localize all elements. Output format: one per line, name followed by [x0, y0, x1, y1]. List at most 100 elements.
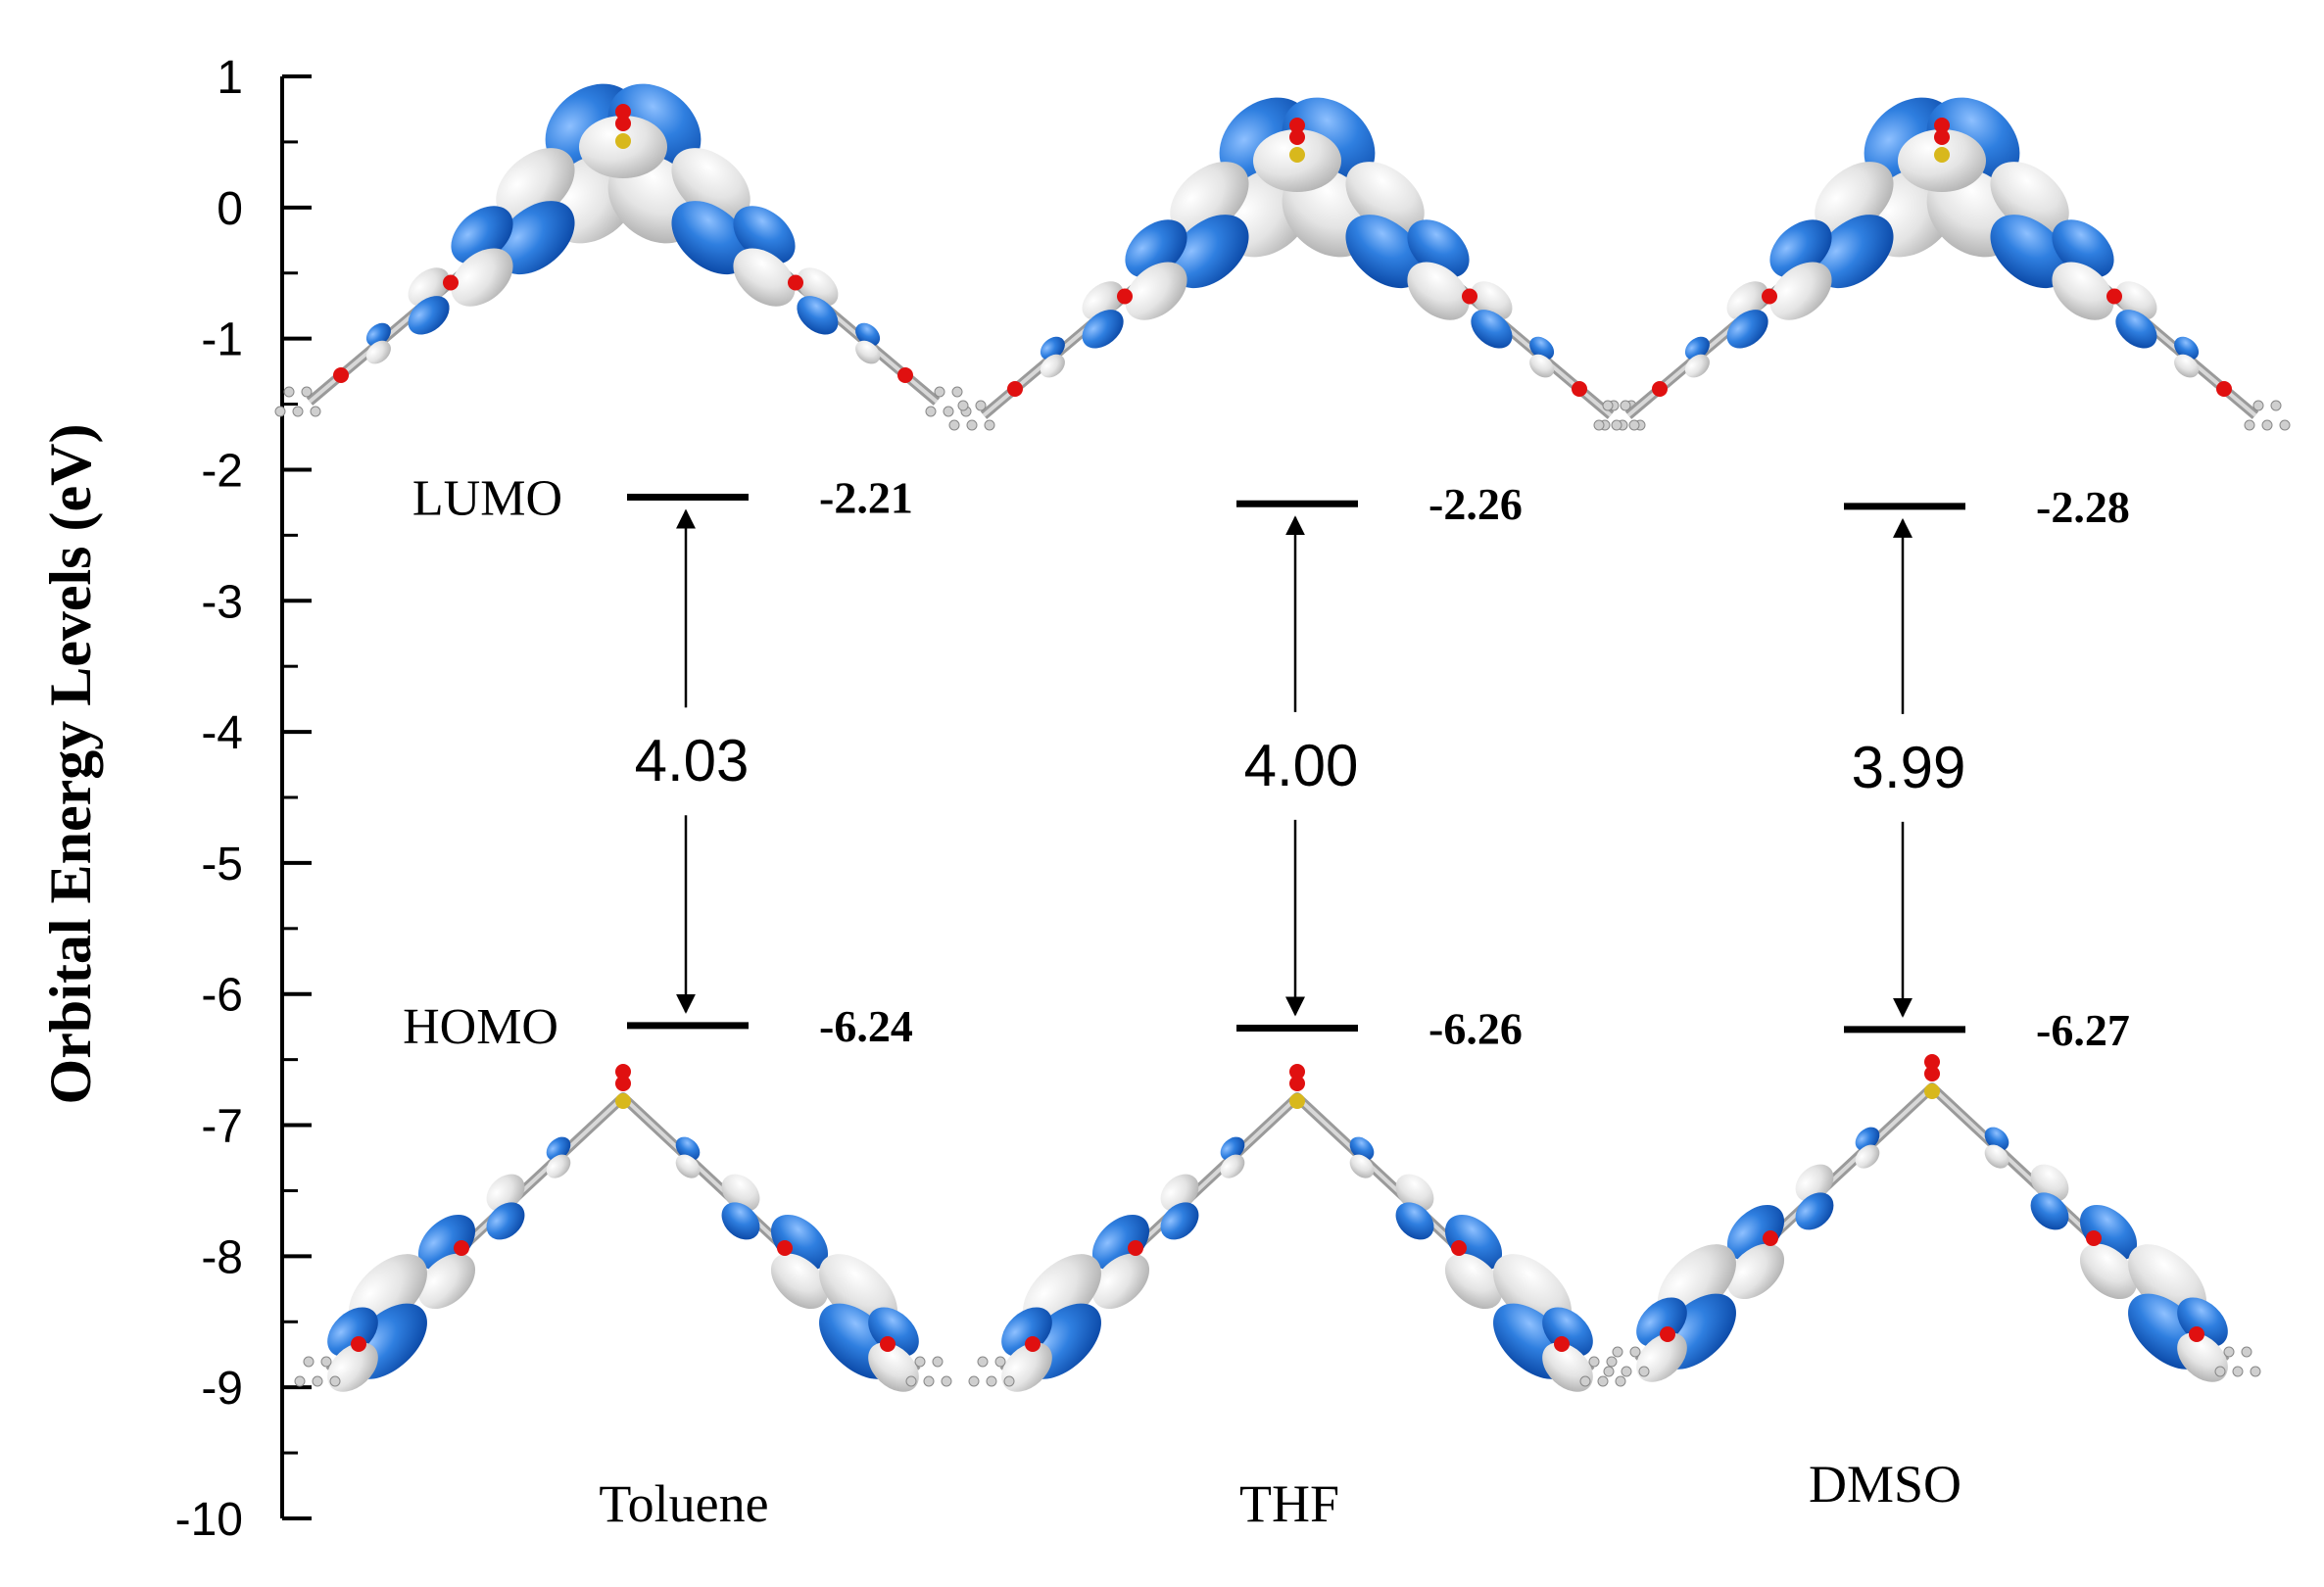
sulfur-atom [1934, 147, 1950, 163]
oxygen-atom [880, 1336, 896, 1352]
homo-label: HOMO [403, 999, 558, 1055]
oxygen-atom [1007, 381, 1023, 397]
orbital-lobe [671, 201, 750, 275]
hydrogen-atom [966, 419, 978, 431]
hydrogen-atom [292, 406, 304, 417]
oxygen-atom [1652, 381, 1668, 397]
orbital-lobe [1040, 354, 1065, 378]
orbital-lobe [1795, 1164, 1834, 1202]
hydrogen-atom [312, 1375, 323, 1387]
hydrogen-atom [2232, 1366, 2244, 1377]
oxygen-atom [1934, 129, 1950, 145]
hydrogen-atom [294, 1375, 306, 1387]
orbital-lobe [496, 201, 575, 275]
oxygen-atom [1289, 1076, 1305, 1091]
y-tick-label: -6 [201, 970, 243, 1022]
y-tick-label: -5 [201, 839, 243, 890]
hydrogen-atom [986, 1375, 997, 1387]
orbital-lobe [721, 1202, 760, 1240]
orbital-lobe [797, 296, 839, 335]
hydrogen-atom [1597, 1375, 1609, 1387]
orbital-lobe [2174, 336, 2200, 361]
hydrogen-atom [2261, 419, 2273, 431]
orbital-lobe [721, 1174, 760, 1212]
orbital-lobe [1395, 1174, 1434, 1212]
hydrogen-atom [320, 1356, 332, 1368]
oxygen-atom [1289, 1064, 1305, 1080]
hydrogen-atom [1629, 1346, 1641, 1358]
homo-value-label: -6.27 [2036, 1005, 2130, 1055]
orbital-lobe [2030, 1164, 2069, 1202]
hydrogen-atom [994, 1356, 1006, 1368]
oxygen-atom [1462, 288, 1477, 305]
solvent-group-thf: -2.26 -6.26 4.00 [1236, 479, 1523, 1054]
hydrogen-atom [2241, 1346, 2252, 1358]
orbital-lobe [855, 340, 881, 364]
gap-value-label: 3.99 [1852, 735, 1966, 800]
orbital-lobe [1125, 262, 1187, 320]
y-axis-title: Orbital Energy Levels (eV) [38, 424, 103, 1105]
solvent-labels: Toluene THF DMSO [599, 1455, 1961, 1533]
orbital-lobe [365, 340, 391, 364]
hydrogen-atom [934, 386, 945, 398]
oxygen-atom [615, 104, 631, 120]
orbital-lobe [1160, 1202, 1199, 1240]
homo-orbital-image-1 [968, 1064, 1626, 1392]
orbital-lobe [1040, 336, 1065, 361]
lumo-orbital-image-2 [1593, 97, 2291, 431]
lumo-orbital-image-0 [274, 83, 972, 417]
orbital-lobe [408, 296, 450, 335]
oxygen-atom [1117, 288, 1133, 305]
hydrogen-atom [2279, 419, 2291, 431]
orbital-lobe [1990, 215, 2069, 289]
hydrogen-atom [310, 406, 321, 417]
oxygen-atom [1924, 1066, 1940, 1082]
orbital-lobe [1082, 310, 1124, 349]
oxygen-atom [1763, 1230, 1778, 1246]
hydrogen-atom [1588, 1356, 1600, 1368]
hydrogen-atom [1612, 1346, 1623, 1358]
oxygen-atom [897, 367, 913, 383]
solvent-label-dmso: DMSO [1809, 1455, 1961, 1514]
hydrogen-atom [977, 1356, 989, 1368]
orbital-lobe [365, 322, 391, 347]
hydrogen-atom [283, 386, 295, 398]
hydrogen-atom [914, 1356, 926, 1368]
orbital-lobe [1444, 1253, 1503, 1310]
oxygen-atom [443, 274, 459, 291]
orbital-lobe [1395, 1202, 1434, 1240]
oxygen-atom [1924, 1054, 1940, 1070]
oxygen-atom [454, 1240, 469, 1256]
oxygen-atom [788, 274, 803, 291]
oxygen-atom [2189, 1326, 2204, 1342]
orbital-lobe [1220, 1154, 1245, 1178]
hydrogen-atom [957, 400, 969, 411]
orbital-lobe [1345, 215, 1425, 289]
solvent-label-toluene: Toluene [599, 1474, 768, 1533]
hydrogen-atom [984, 419, 995, 431]
y-tick-label: -7 [201, 1101, 243, 1153]
hydrogen-atom [943, 406, 954, 417]
oxygen-atom [615, 1064, 631, 1080]
y-tick-label: -9 [201, 1363, 243, 1415]
oxygen-atom [615, 116, 631, 131]
hydrogen-atom [2270, 400, 2282, 411]
orbital-lobe [1769, 262, 1832, 320]
hydrogen-atom [948, 419, 960, 431]
oxygen-atom [333, 367, 349, 383]
orbital-lobe [1984, 1144, 2009, 1169]
y-tick-label: -10 [175, 1494, 243, 1546]
hydrogen-atom [941, 1375, 952, 1387]
lumo-orbital-image-1 [948, 97, 1646, 431]
orbital-lobe [1855, 1127, 1880, 1151]
orbital-lobe [1160, 1174, 1199, 1212]
oxygen-atom [777, 1240, 793, 1256]
y-axis: 1 0 -1 -2 -3 -4 -5 -6 -7 -8 -9 -10 [175, 52, 312, 1546]
y-tick-label: -1 [201, 314, 243, 366]
oxygen-atom [1451, 1240, 1467, 1256]
lumo-value-label: -2.21 [819, 473, 913, 523]
hydrogen-atom [905, 1375, 917, 1387]
orbital-lobe [1726, 1243, 1785, 1300]
orbital-lobe [675, 1154, 701, 1178]
